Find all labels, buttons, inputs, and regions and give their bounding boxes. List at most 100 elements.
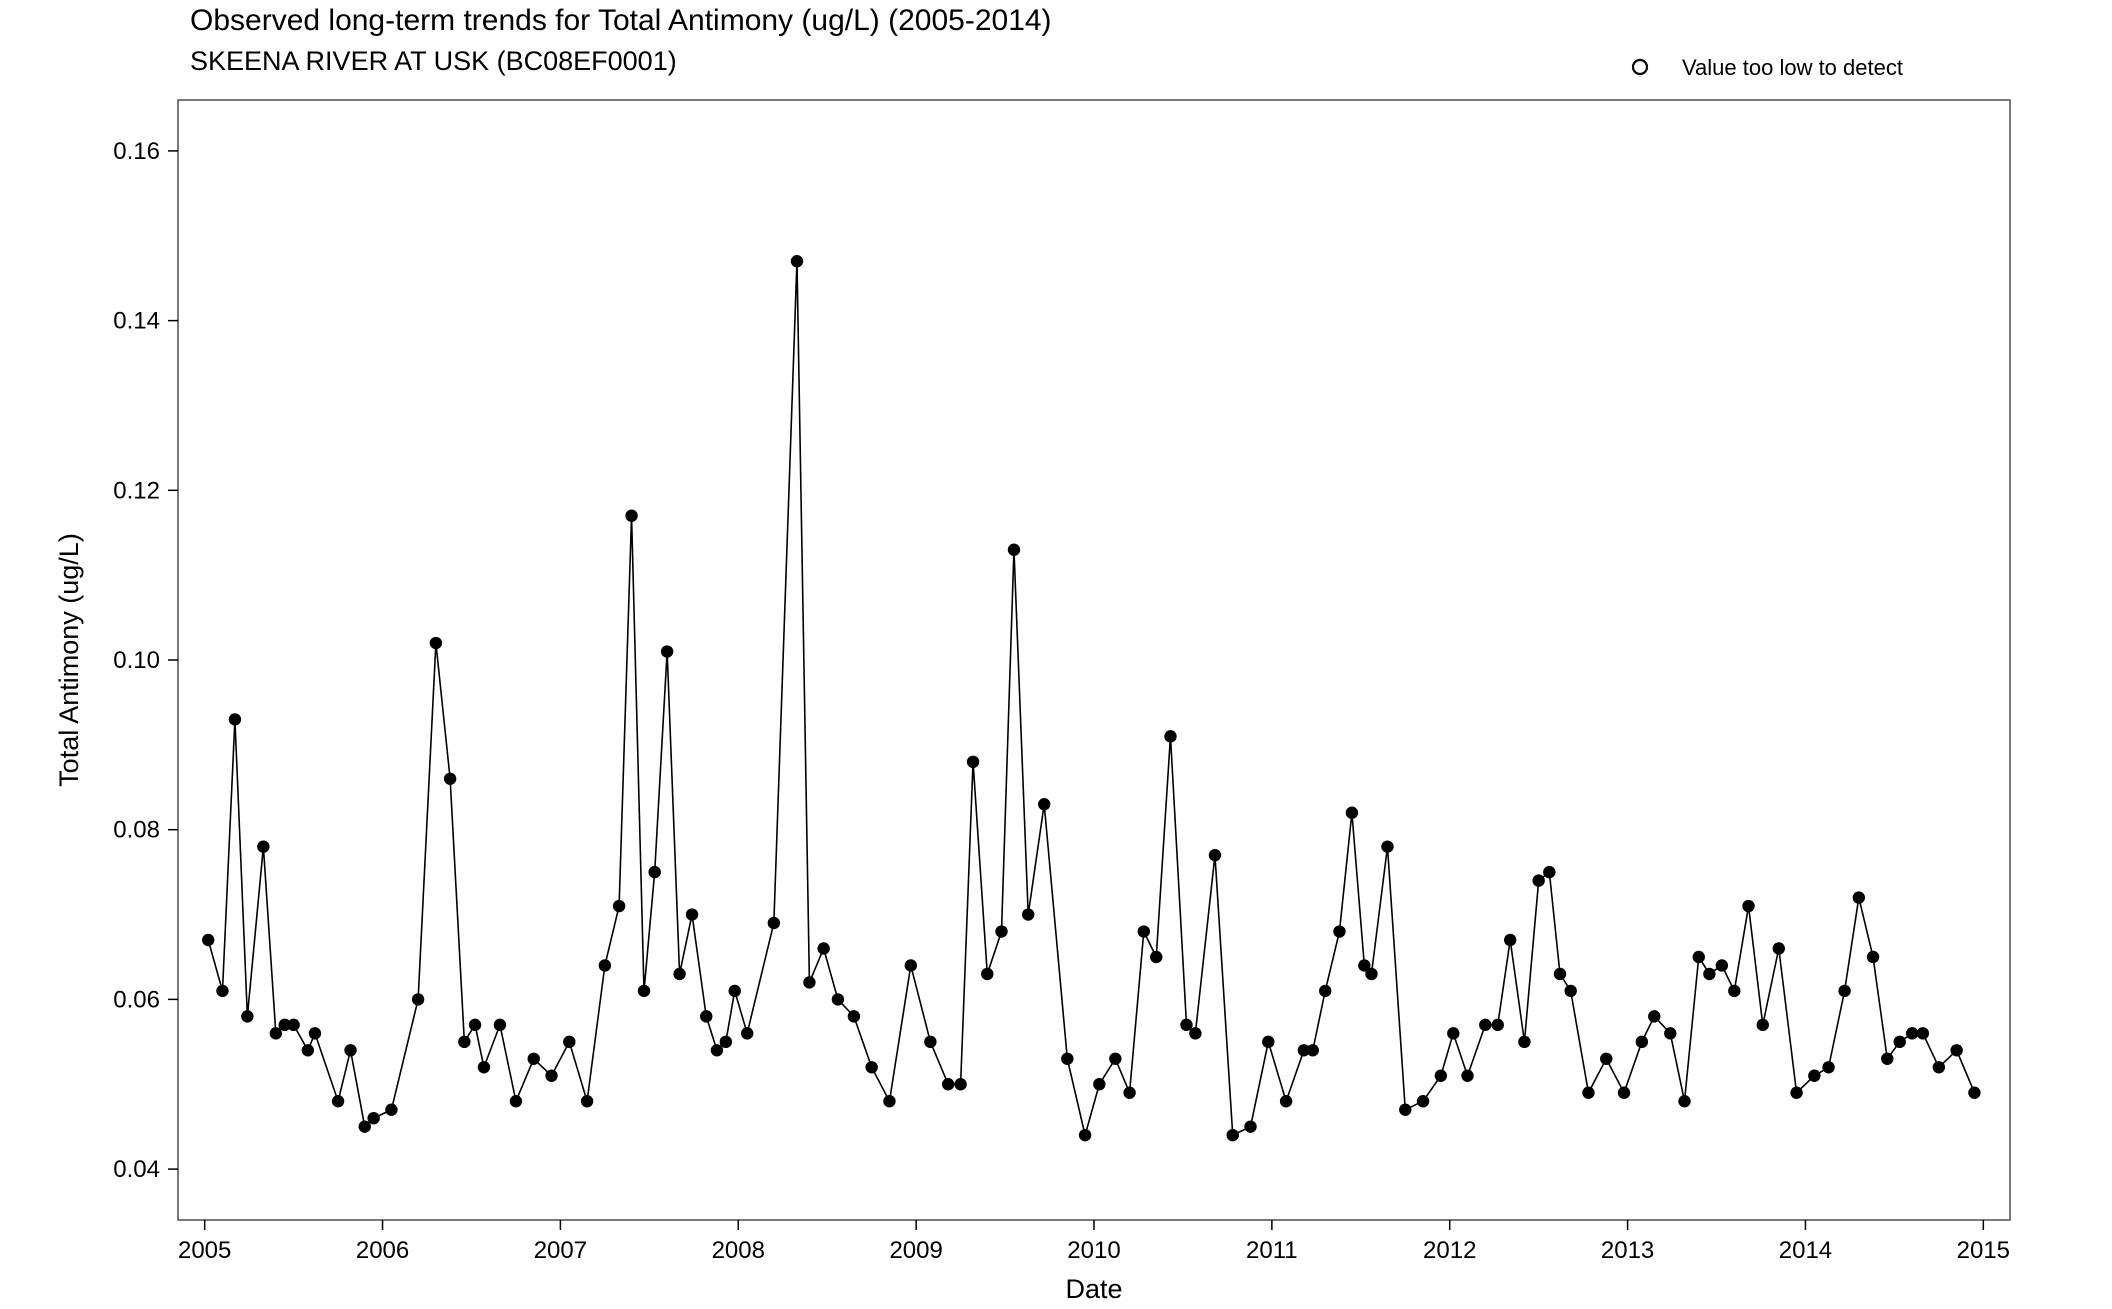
series-marker <box>673 968 685 980</box>
series-marker <box>367 1112 379 1124</box>
series-marker <box>1244 1120 1256 1132</box>
x-tick-label: 2012 <box>1423 1237 1476 1264</box>
series-marker <box>1365 968 1377 980</box>
series-marker <box>510 1095 522 1107</box>
series-marker <box>981 968 993 980</box>
series-marker <box>229 713 241 725</box>
y-tick-label: 0.08 <box>113 817 160 844</box>
series-marker <box>1693 951 1705 963</box>
series-marker <box>905 959 917 971</box>
series-marker <box>430 637 442 649</box>
series-marker <box>599 959 611 971</box>
x-tick-label: 2013 <box>1601 1237 1654 1264</box>
series-marker <box>1123 1087 1135 1099</box>
series-marker <box>1838 985 1850 997</box>
series-marker <box>344 1044 356 1056</box>
series-marker <box>1906 1027 1918 1039</box>
series-marker <box>729 985 741 997</box>
legend-label: Value too low to detect <box>1682 55 1903 80</box>
series-marker <box>1881 1053 1893 1065</box>
series-marker <box>1227 1129 1239 1141</box>
series-marker <box>1346 807 1358 819</box>
series-marker <box>625 510 637 522</box>
series-marker <box>1853 891 1865 903</box>
series-marker <box>1618 1087 1630 1099</box>
series-marker <box>1564 985 1576 997</box>
x-tick-label: 2009 <box>889 1237 942 1264</box>
series-marker <box>1150 951 1162 963</box>
series-marker <box>1917 1027 1929 1039</box>
series-marker <box>1079 1129 1091 1141</box>
series-marker <box>444 773 456 785</box>
series-marker <box>1742 900 1754 912</box>
series-marker <box>1716 959 1728 971</box>
series-marker <box>954 1078 966 1090</box>
series-marker <box>995 925 1007 937</box>
chart-svg: Observed long-term trends for Total Anti… <box>0 0 2112 1309</box>
series-marker <box>1262 1036 1274 1048</box>
x-tick-label: 2006 <box>356 1237 409 1264</box>
series-marker <box>1582 1087 1594 1099</box>
series-marker <box>545 1070 557 1082</box>
series-marker <box>1008 543 1020 555</box>
series-marker <box>1894 1036 1906 1048</box>
series-marker <box>1280 1095 1292 1107</box>
chart-subtitle: SKEENA RIVER AT USK (BC08EF0001) <box>190 46 677 76</box>
series-marker <box>1636 1036 1648 1048</box>
series-marker <box>832 993 844 1005</box>
series-marker <box>1703 968 1715 980</box>
series-marker <box>1757 1019 1769 1031</box>
series-marker <box>1543 866 1555 878</box>
series-marker <box>478 1061 490 1073</box>
series-marker <box>202 934 214 946</box>
series-marker <box>1138 925 1150 937</box>
y-tick-label: 0.04 <box>113 1156 160 1183</box>
series-marker <box>469 1019 481 1031</box>
series-marker <box>661 645 673 657</box>
series-marker <box>1209 849 1221 861</box>
series-marker <box>332 1095 344 1107</box>
series-marker <box>494 1019 506 1031</box>
y-tick-label: 0.10 <box>113 647 160 674</box>
series-marker <box>257 840 269 852</box>
series-marker <box>581 1095 593 1107</box>
series-marker <box>1933 1061 1945 1073</box>
series-marker <box>648 866 660 878</box>
series-marker <box>412 993 424 1005</box>
series-marker <box>563 1036 575 1048</box>
series-marker <box>924 1036 936 1048</box>
x-tick-label: 2014 <box>1779 1237 1832 1264</box>
series-marker <box>1950 1044 1962 1056</box>
series-marker <box>942 1078 954 1090</box>
series-marker <box>865 1061 877 1073</box>
series-marker <box>1189 1027 1201 1039</box>
series-marker <box>1728 985 1740 997</box>
series-marker <box>791 255 803 267</box>
series-marker <box>1319 985 1331 997</box>
series-marker <box>1808 1070 1820 1082</box>
series-marker <box>1822 1061 1834 1073</box>
y-tick-label: 0.14 <box>113 308 160 335</box>
series-marker <box>1061 1053 1073 1065</box>
series-marker <box>1479 1019 1491 1031</box>
series-marker <box>1664 1027 1676 1039</box>
x-tick-label: 2005 <box>178 1237 231 1264</box>
series-marker <box>309 1027 321 1039</box>
series-marker <box>385 1103 397 1115</box>
series-marker <box>1773 942 1785 954</box>
series-marker <box>1504 934 1516 946</box>
series-marker <box>1968 1087 1980 1099</box>
series-marker <box>883 1095 895 1107</box>
series-marker <box>1333 925 1345 937</box>
x-tick-label: 2008 <box>712 1237 765 1264</box>
x-axis-label: Date <box>1065 1274 1122 1304</box>
x-tick-label: 2015 <box>1957 1237 2010 1264</box>
series-marker <box>720 1036 732 1048</box>
series-marker <box>768 917 780 929</box>
x-tick-label: 2011 <box>1246 1237 1298 1264</box>
chart-title: Observed long-term trends for Total Anti… <box>190 4 1052 37</box>
series-marker <box>458 1036 470 1048</box>
series-marker <box>1417 1095 1429 1107</box>
series-marker <box>686 908 698 920</box>
y-tick-label: 0.06 <box>113 986 160 1013</box>
